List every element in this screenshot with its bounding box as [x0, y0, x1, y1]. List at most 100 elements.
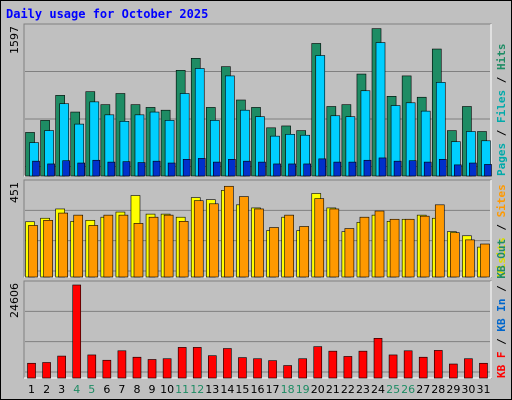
bar-kb-f	[192, 347, 202, 379]
legend-entry: KB Out	[495, 239, 508, 279]
x-tick-label: 10	[160, 383, 174, 396]
bar-pages	[228, 159, 236, 177]
bar-sites	[148, 216, 159, 278]
legend-visits-sites: Visits / Sites	[495, 184, 508, 277]
bar-sites	[480, 243, 490, 278]
bar-pages	[378, 157, 387, 177]
bar-kb-f	[117, 350, 127, 379]
bar-pages	[363, 159, 372, 177]
bar-pages	[273, 163, 281, 177]
x-tick-label: 1	[28, 383, 35, 396]
x-tick-label: 21	[326, 383, 340, 396]
bar-kb-f	[313, 346, 323, 379]
bar-pages	[288, 163, 296, 177]
bar-files	[375, 42, 386, 177]
bar-sites	[133, 223, 144, 278]
bar-kb-f	[418, 356, 428, 379]
bar-sites	[178, 221, 189, 278]
bar-kb-f	[388, 354, 398, 379]
bar-pages	[213, 161, 221, 177]
bar-kb-f	[449, 363, 458, 379]
x-tick-label: 8	[133, 383, 140, 396]
bar-sites	[269, 227, 279, 278]
bar-pages	[47, 163, 55, 177]
bar-sites	[359, 216, 370, 278]
bar-pages	[469, 162, 477, 177]
bar-sites	[163, 214, 174, 278]
x-tick-label: 12	[190, 383, 204, 396]
bar-pages	[137, 162, 146, 177]
bar-pages	[62, 160, 70, 177]
bar-pages	[348, 161, 357, 177]
bar-kb-f	[328, 350, 338, 379]
bar-kb-f	[343, 356, 353, 379]
bar-sites	[299, 226, 309, 278]
bar-sites	[193, 200, 204, 278]
bar-pages	[77, 162, 86, 177]
bar-pages	[333, 161, 342, 177]
x-tick-label: 20	[311, 383, 325, 396]
bar-pages	[393, 160, 402, 177]
x-tick-label: 16	[251, 383, 265, 396]
bar-pages	[197, 158, 206, 177]
bar-sites	[88, 225, 99, 278]
x-tick-label: 14	[220, 383, 234, 396]
x-tick-label: 2	[43, 383, 50, 396]
legend-pages-files-hits: Pages / Files / Hits	[495, 44, 508, 177]
bar-kb-f	[72, 284, 82, 379]
bar-sites	[374, 210, 385, 278]
x-tick-label: 19	[296, 383, 310, 396]
bar-kb-f	[253, 358, 262, 379]
bar-kb-f	[87, 354, 97, 379]
bar-pages	[167, 162, 176, 177]
legend-separator: /	[495, 123, 508, 143]
x-tick-label: 15	[235, 383, 249, 396]
bar-kb-f	[102, 359, 112, 379]
bar-kb-f	[403, 350, 413, 379]
x-tick-label: 27	[416, 383, 430, 396]
bar-files	[315, 55, 326, 177]
legend-entry: Visits	[495, 237, 508, 277]
bar-kb-f	[433, 350, 443, 379]
bar-kb-f	[358, 350, 368, 379]
bar-kb-f	[162, 358, 172, 379]
bar-pages	[243, 160, 251, 177]
legend-separator: /	[495, 217, 508, 237]
legend-entry: Files	[495, 90, 508, 123]
bar-sites	[224, 185, 234, 278]
x-tick-label: 26	[401, 383, 415, 396]
x-tick-label: 11	[175, 383, 189, 396]
legend-kbytes: KB F / KB In / KB Out	[495, 239, 508, 378]
x-tick-label: 28	[431, 383, 445, 396]
bar-pages	[438, 159, 447, 177]
x-tick-label: 18	[281, 383, 295, 396]
bar-kb-f	[238, 357, 247, 379]
bar-sites	[73, 214, 84, 278]
ymax-label: 451	[8, 182, 21, 203]
bar-sites	[450, 232, 460, 278]
bar-pages	[32, 160, 40, 177]
bar-kb-f	[208, 355, 217, 379]
bar-sites	[314, 198, 325, 278]
bar-pages	[318, 158, 327, 177]
bar-pages	[107, 161, 116, 177]
bar-kb-f	[147, 359, 157, 379]
legend-separator: /	[495, 332, 508, 352]
x-tick-label: 29	[446, 383, 460, 396]
bar-kb-f	[464, 358, 473, 379]
bar-kb-f	[283, 365, 292, 379]
bar-sites	[43, 219, 53, 278]
x-tick-label: 3	[58, 383, 65, 396]
bar-pages	[454, 164, 462, 177]
bar-kb-f	[479, 362, 488, 379]
chart-title: Daily usage for October 2025	[6, 7, 209, 21]
legend-separator: /	[495, 279, 508, 299]
bar-pages	[92, 159, 101, 177]
bar-kb-f	[132, 356, 142, 379]
x-tick-label: 5	[88, 383, 95, 396]
x-tick-label: 9	[149, 383, 156, 396]
bar-pages	[258, 161, 266, 177]
x-tick-label: 22	[341, 383, 355, 396]
bar-kb-f	[42, 362, 51, 379]
